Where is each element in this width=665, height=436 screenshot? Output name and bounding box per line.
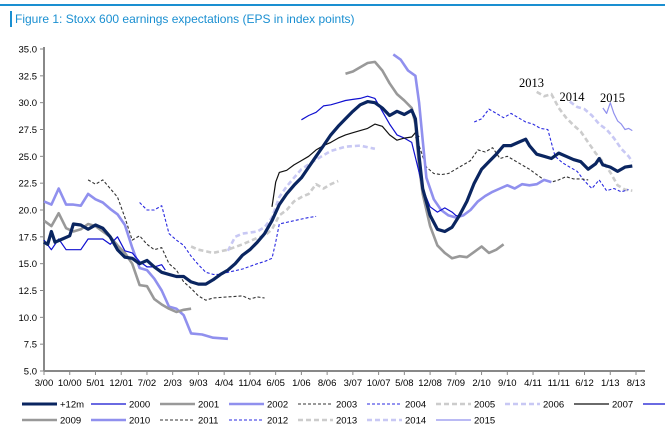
x-tick-label: 10/07 <box>367 378 391 389</box>
x-tick-label: 8/13 <box>627 378 646 389</box>
legend-label: 2004 <box>405 400 426 411</box>
legend-item: 2012 <box>229 416 288 427</box>
series-line-2001 <box>43 211 192 314</box>
legend-item: 2011 <box>160 416 218 427</box>
y-tick-label: 22.5 <box>19 179 38 190</box>
x-tick-label: 9/03 <box>189 378 208 389</box>
x-tick-label: 5/01 <box>86 378 105 389</box>
x-tick-label: 6/12 <box>575 378 594 389</box>
series-line-2005 <box>190 179 339 255</box>
legend: +12m 2000 2001 2002 2003 2004 2005 2006 2007 2008… <box>22 400 665 427</box>
series-line-2002 <box>43 187 228 341</box>
series-line-2014 <box>569 100 634 163</box>
x-tick-label: 11/11 <box>548 378 570 389</box>
y-tick-label: 25.0 <box>19 152 38 163</box>
series-line-2000 <box>43 236 166 271</box>
x-tick-label: 2/10 <box>472 378 491 389</box>
annotation-label: 2014 <box>559 90 585 104</box>
legend-item: 2009 <box>22 416 81 427</box>
annotation-label: 2015 <box>600 91 625 105</box>
y-tick-label: 15.0 <box>19 259 38 270</box>
legend-label: 2007 <box>612 400 633 411</box>
y-tick-label: 35.0 <box>19 45 38 56</box>
legend-item: 2003 <box>298 400 357 411</box>
figure-title: Figure 1: Stoxx 600 earnings expectation… <box>10 11 355 27</box>
legend-label: 2010 <box>129 416 150 427</box>
x-tick-label: 4/04 <box>215 378 234 389</box>
legend-label: 2005 <box>474 400 495 411</box>
legend-item: 2006 <box>505 400 564 411</box>
legend-item: 2014 <box>367 416 426 427</box>
axes: 5.0 7.5 10.0 12.5 15.0 17.5 20.0 22.5 25.0 27.5 30… <box>19 45 646 390</box>
legend-label: 2001 <box>198 400 219 411</box>
x-tick-label: 7/02 <box>138 378 157 389</box>
x-tick-label: 2/03 <box>163 378 182 389</box>
x-tick-label: 6/05 <box>266 378 285 389</box>
legend-label: 2015 <box>474 416 495 427</box>
legend-label: 2006 <box>543 400 564 411</box>
series-line-2008 <box>301 95 460 217</box>
series-line-2006 <box>226 144 376 252</box>
x-tick-label: 11/04 <box>238 378 261 389</box>
legend-item: 2001 <box>160 400 219 411</box>
legend-item: +12m <box>22 400 84 411</box>
y-tick-label: 12.5 <box>19 286 38 297</box>
y-tick-label: 32.5 <box>19 71 38 82</box>
legend-label: 2003 <box>336 400 357 411</box>
series-line-2004 <box>139 202 317 275</box>
title-rule <box>0 4 665 6</box>
x-tick-label: 12/01 <box>109 378 133 389</box>
annotation-label: 2013 <box>519 76 544 90</box>
series-line-2013 <box>536 90 633 192</box>
legend-item: 2007 <box>574 400 633 411</box>
y-tick-label: 27.5 <box>19 125 38 136</box>
series-line-2007 <box>271 123 420 207</box>
x-tick-label: 10/00 <box>58 378 82 389</box>
legend-label: 2009 <box>60 416 81 427</box>
legend-label: 2000 <box>129 400 150 411</box>
x-tick-label: 9/10 <box>498 378 517 389</box>
x-tick-label: 12/08 <box>418 378 442 389</box>
legend-item: 2013 <box>298 416 357 427</box>
x-tick-label: 7/09 <box>447 378 466 389</box>
x-tick-label: 1/06 <box>292 378 311 389</box>
legend-item: 2004 <box>367 400 426 411</box>
legend-label: 2012 <box>267 416 288 427</box>
x-tick-label: 3/07 <box>344 378 363 389</box>
legend-item: 2010 <box>91 416 150 427</box>
x-tick-label: 1/13 <box>601 378 620 389</box>
y-tick-label: 10.0 <box>19 313 38 324</box>
series-lines <box>43 53 634 341</box>
x-tick-label: 3/00 <box>35 378 54 389</box>
annotations: 2013 2014 2015 <box>519 76 625 105</box>
legend-label: 2011 <box>198 416 218 427</box>
y-tick-label: 30.0 <box>19 98 38 109</box>
legend-item: 2002 <box>229 400 288 411</box>
series-line-2012 <box>473 108 629 193</box>
x-tick-label: 8/06 <box>318 378 337 389</box>
y-tick-label: 5.0 <box>24 367 37 378</box>
legend-label: +12m <box>60 400 84 411</box>
legend-label: 2013 <box>336 416 357 427</box>
legend-label: 2002 <box>267 400 288 411</box>
y-tick-label: 7.5 <box>24 340 37 351</box>
series-line-plus12m <box>43 100 633 286</box>
x-tick-label: 5/08 <box>395 378 414 389</box>
x-tick-label: 4/11 <box>524 378 542 389</box>
legend-label: 2014 <box>405 416 426 427</box>
legend-item: 2015 <box>436 416 495 427</box>
series-line-2010 <box>392 53 552 219</box>
y-tick-label: 17.5 <box>19 232 38 243</box>
legend-item: 2005 <box>436 400 495 411</box>
legend-item: 2000 <box>91 400 150 411</box>
series-line-2003 <box>87 179 265 301</box>
series-line-2015 <box>602 102 633 132</box>
y-tick-label: 20.0 <box>19 206 38 217</box>
series-line-2011 <box>414 136 589 183</box>
legend-item: 2008 <box>643 403 665 405</box>
